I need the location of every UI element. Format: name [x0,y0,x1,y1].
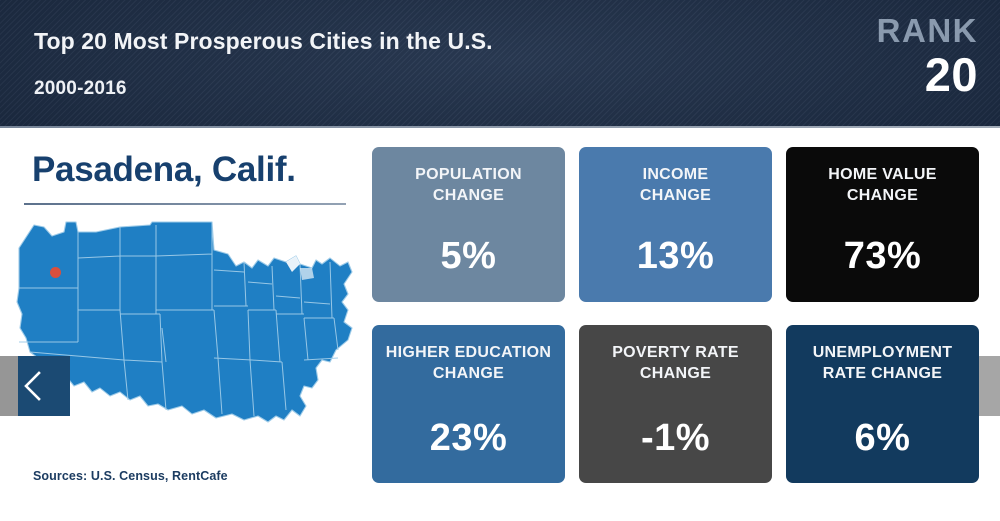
stat-label-line2: CHANGE [432,187,505,205]
stat-label-line2: CHANGE [639,187,712,205]
stat-label-line1: POPULATION [415,166,522,183]
stat-card-value: 73% [843,235,922,277]
header-bar: Top 20 Most Prosperous Cities in the U.S… [0,0,1000,128]
prev-nav-panel[interactable] [0,356,18,416]
stat-card-label: UNEMPLOYMENT RATE CHANGE [805,342,961,384]
stat-label-line1: HOME VALUE [828,166,937,183]
chevron-left-icon[interactable] [20,369,46,403]
page-title: Top 20 Most Prosperous Cities in the U.S… [34,28,493,54]
stat-card-label: HIGHER EDUCATION CHANGE [378,342,559,384]
page-subtitle: 2000-2016 [34,78,127,99]
stat-card-label: HOME VALUE CHANGE [820,164,944,206]
stat-card-value: 23% [429,417,508,459]
stat-label-line1: HIGHER EDUCATION [385,344,552,361]
stat-card-home-value-change[interactable]: HOME VALUE CHANGE 73% [786,147,979,302]
stat-card-poverty-rate-change[interactable]: POVERTY RATE CHANGE -1% [579,325,772,483]
stat-card-label: POPULATION CHANGE [407,164,530,206]
body-area: Pasadena, Calif. [0,128,1000,521]
stat-label-line1: UNEMPLOYMENT [812,344,953,361]
stat-card-value: 5% [440,235,497,277]
stat-label-line2: CHANGE [639,365,712,383]
stat-card-value: 13% [636,235,715,277]
stat-card-unemployment-rate-change[interactable]: UNEMPLOYMENT RATE CHANGE 6% [786,325,979,483]
stat-card-label: POVERTY RATE CHANGE [604,342,747,384]
city-location-marker [50,267,61,278]
stat-card-label: INCOME CHANGE [632,164,719,206]
stat-card-higher-education-change[interactable]: HIGHER EDUCATION CHANGE 23% [372,325,565,483]
stat-label-line2: RATE CHANGE [822,365,943,383]
sources-note: Sources: U.S. Census, RentCafe [33,469,228,483]
title-divider [24,203,346,205]
rank-block: RANK 20 [877,14,978,98]
rank-label: RANK [876,12,978,49]
stat-label-line2: CHANGE [846,187,919,205]
stat-card-value: -1% [640,417,711,459]
stat-label-line2: CHANGE [432,365,505,383]
next-nav-panel[interactable] [978,356,1000,416]
stat-label-line1: POVERTY RATE [612,344,739,361]
stat-card-grid: POPULATION CHANGE 5% INCOME CHANGE 13% H… [372,147,980,483]
rank-value: 20 [924,48,978,101]
stat-card-income-change[interactable]: INCOME CHANGE 13% [579,147,772,302]
stat-card-population-change[interactable]: POPULATION CHANGE 5% [372,147,565,302]
stat-label-line1: INCOME [642,166,709,183]
stat-card-value: 6% [854,417,911,459]
header-texture [0,0,1000,128]
city-name: Pasadena, Calif. [32,150,296,189]
us-map [0,210,368,470]
